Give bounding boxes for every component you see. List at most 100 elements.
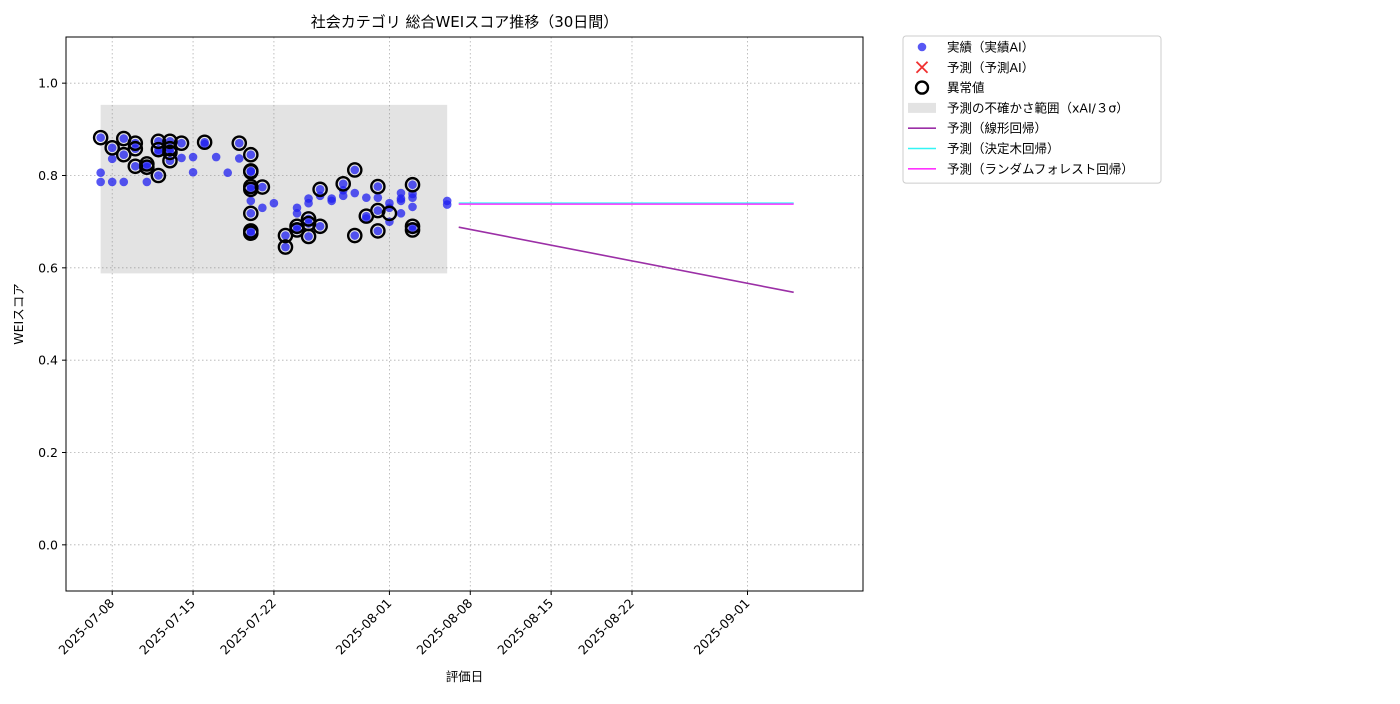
actual-point [154, 148, 163, 157]
actual-point [107, 154, 117, 164]
actual-point [269, 198, 279, 208]
anomaly-ring [162, 133, 178, 150]
anomaly-ring [346, 162, 363, 178]
y-tick-label: 0.2 [38, 445, 58, 460]
actual-point [246, 185, 256, 194]
actual-point [350, 231, 360, 240]
actual-point [408, 193, 417, 202]
actual-point [107, 143, 117, 153]
actual-point [281, 231, 290, 240]
legend-band-swatch [908, 102, 936, 113]
y-tick-label: 1.0 [38, 76, 58, 91]
actual-point [304, 198, 313, 208]
actual-point [234, 154, 244, 163]
x-tick-label: 2025-07-08 [55, 595, 117, 657]
anomaly-ring [150, 167, 167, 184]
actual-point [258, 182, 267, 192]
legend-label: 異常値 [947, 80, 985, 95]
legend-label: 予測（ランダムフォレスト回帰） [947, 161, 1134, 176]
actual-point [315, 221, 325, 231]
actual-point [373, 226, 383, 236]
legend-x-marker [915, 61, 929, 74]
anomaly-ring [243, 164, 259, 180]
x-tick-label: 2025-09-01 [691, 596, 753, 658]
actual-point [408, 202, 417, 212]
actual-point [442, 200, 452, 209]
actual-point [396, 209, 406, 218]
anomaly-ring [254, 179, 271, 195]
actual-point [338, 179, 348, 189]
actual-point [107, 177, 117, 187]
anomaly-ring [346, 227, 363, 244]
actual-point [119, 177, 129, 187]
actual-point [292, 209, 302, 218]
actual-point [188, 152, 198, 162]
actual-point [327, 196, 336, 206]
actual-point [246, 196, 256, 206]
actual-point [373, 193, 383, 202]
actual-point [211, 152, 221, 162]
actual-point [177, 153, 186, 163]
actual-point [338, 191, 348, 201]
actual-point [408, 180, 417, 190]
x-tick-label: 2025-08-08 [413, 595, 475, 657]
actual-point [96, 168, 105, 178]
actual-point [258, 203, 267, 213]
anomaly-ring [127, 140, 144, 157]
anomaly-ring [404, 222, 421, 238]
x-tick-label: 2025-07-22 [217, 596, 279, 658]
actual-point [304, 232, 313, 241]
anomaly-ring [243, 205, 259, 222]
forecast-lines-layer [458, 202, 794, 294]
legend-ring-marker [914, 80, 930, 95]
anomaly-ring [300, 211, 317, 227]
anomaly-ring [335, 176, 352, 192]
x-tick-label: 2025-08-22 [575, 596, 637, 658]
anomaly-ring [150, 133, 167, 150]
legend-label: 実績（実績AI） [947, 40, 1034, 55]
anomaly-ring [370, 178, 386, 195]
actual-point [119, 134, 129, 143]
anomaly-ring [173, 135, 190, 151]
legend-label: 予測（決定木回帰） [947, 141, 1060, 156]
forecast-line-2 [458, 226, 794, 294]
actual-point [142, 177, 152, 187]
x-tick-label: 2025-08-15 [494, 596, 556, 658]
actual-point [373, 182, 383, 191]
actual-point [350, 188, 360, 198]
y-tick-label: 0.0 [38, 537, 58, 552]
actual-point [246, 228, 256, 238]
actual-point [281, 242, 290, 252]
plot-frame [65, 36, 864, 592]
actual-point [96, 177, 105, 187]
uncertainty-band-layer [100, 104, 448, 274]
x-tick-label: 2025-08-01 [333, 596, 395, 658]
anomaly-rings-layer [92, 129, 421, 255]
actual-point [131, 161, 140, 171]
actual-point [362, 214, 371, 223]
uncertainty-band [100, 104, 448, 274]
grid-layer [66, 37, 863, 591]
x-axis-label: 評価日 [446, 669, 484, 684]
actual-point [154, 171, 163, 180]
actual-point [362, 193, 371, 202]
legend-box [902, 35, 1162, 184]
anomaly-ring [243, 225, 259, 242]
legend-label: 予測（線形回帰） [947, 121, 1047, 136]
actual-point [350, 165, 360, 175]
anomaly-ring [92, 129, 109, 146]
legend-dot-marker [917, 42, 927, 52]
actual-point [396, 196, 406, 206]
chart-title: 社会カテゴリ 総合WEIスコア推移（30日間） [311, 13, 619, 31]
anomaly-ring [370, 223, 386, 239]
anomaly-ring [277, 239, 294, 255]
actual-point [119, 150, 129, 160]
anomaly-ring [127, 135, 144, 151]
anomaly-ring [312, 181, 328, 198]
anomaly-ring [381, 205, 398, 222]
actual-point [223, 168, 233, 178]
actual-point [234, 138, 244, 148]
